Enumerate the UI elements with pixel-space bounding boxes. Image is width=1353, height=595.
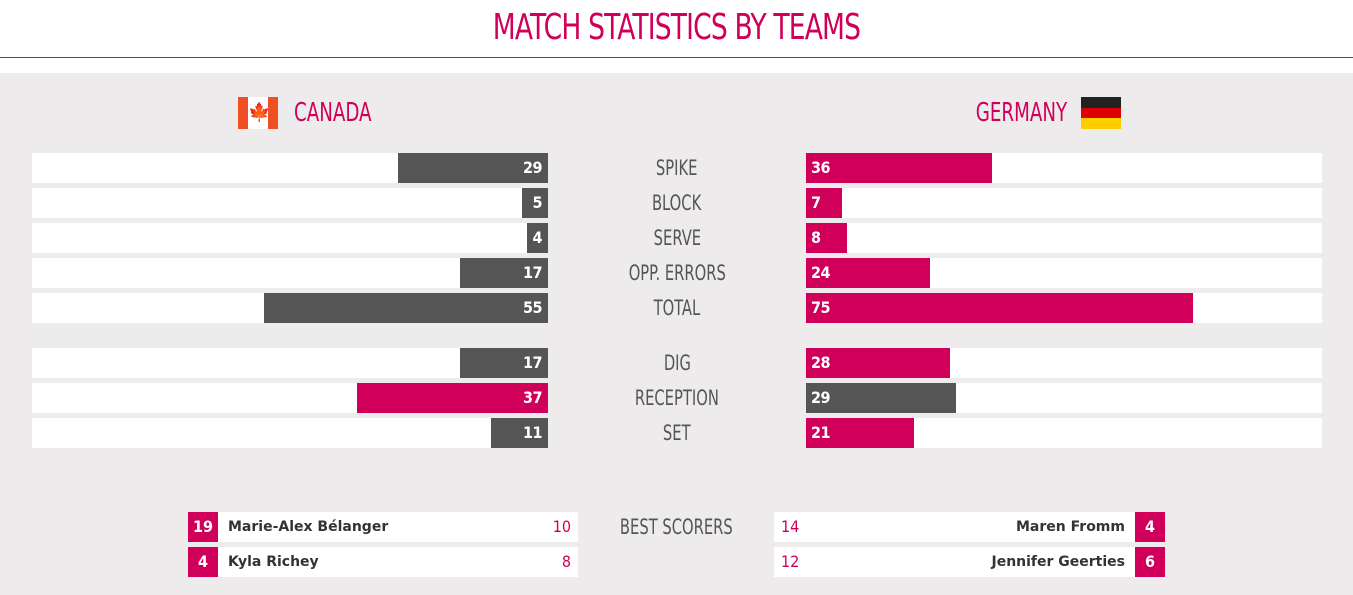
scorer-name: Marie-Alex Bélanger [228,519,389,535]
bar-right: 28 [806,348,950,378]
title-divider [0,57,1353,58]
scorer-left-2: 4 Kyla Richey 8 [188,547,578,577]
bar-value-left: 4 [532,228,542,247]
stat-row-right: 28 [806,348,1322,378]
stat-label: RECEPTION [635,386,719,410]
bar-value-right: 29 [811,388,831,407]
scorer-points: 12 [781,552,800,571]
team-left-header: 🍁 CANADA [238,96,393,130]
bar-right: 24 [806,258,930,288]
bar-value-left: 29 [522,158,543,177]
stat-label: OPP. ERRORS [628,261,726,285]
bar-left: 11 [491,418,548,448]
scorer-points: 8 [561,552,571,571]
team-right-header: GERMANY [950,96,1121,130]
stat-row-right: 21 [806,418,1322,448]
bar-value-left: 17 [522,263,543,282]
stat-row-left: 55 [32,293,548,323]
stat-row-left: 17 [32,348,548,378]
bar-left: 5 [522,188,548,218]
stat-label: SET [663,421,691,445]
bar-value-right: 28 [811,353,831,372]
best-scorers-label: BEST SCORERS [619,515,733,539]
stat-row-right: 7 [806,188,1322,218]
bar-value-right: 7 [811,193,821,212]
stat-row-right: 36 [806,153,1322,183]
page-title: MATCH STATISTICS BY TEAMS [492,7,861,48]
stat-label: DIG [663,351,691,375]
bar-left: 17 [460,258,548,288]
bar-left: 55 [264,293,548,323]
scorer-number: 19 [188,512,218,542]
bar-value-left: 55 [522,298,543,317]
bar-right: 8 [806,223,847,253]
stat-row-left: 4 [32,223,548,253]
stat-row-right: 75 [806,293,1322,323]
stat-row-right: 29 [806,383,1322,413]
stat-row-right: 8 [806,223,1322,253]
scorer-right-2: 12 Jennifer Geerties 6 [774,547,1165,577]
bar-left: 4 [527,223,548,253]
stat-label: SPIKE [656,156,698,180]
team-right-name: GERMANY [975,98,1067,128]
bar-right: 29 [806,383,956,413]
scorer-name: Maren Fromm [1016,519,1125,535]
scorer-points: 14 [781,517,800,536]
stat-row-left: 11 [32,418,548,448]
bar-value-left: 11 [522,423,543,442]
bar-value-right: 75 [811,298,831,317]
bar-right: 75 [806,293,1193,323]
bar-right: 7 [806,188,842,218]
bar-value-right: 8 [811,228,821,247]
bar-value-right: 36 [811,158,831,177]
scorer-points: 10 [552,517,571,536]
bar-value-left: 5 [532,193,542,212]
stat-row-right: 24 [806,258,1322,288]
germany-flag-icon [1081,97,1121,130]
canada-flag-icon: 🍁 [238,97,278,129]
scorer-number: 4 [188,547,218,577]
scorer-right-1: 14 Maren Fromm 4 [774,512,1165,542]
stat-label: SERVE [653,226,701,250]
stat-label: BLOCK [652,191,702,215]
stat-row-left: 17 [32,258,548,288]
bar-left: 17 [460,348,548,378]
stat-row-left: 5 [32,188,548,218]
stat-label: TOTAL [653,296,701,320]
stat-row-left: 37 [32,383,548,413]
scorer-left-1: 19 Marie-Alex Bélanger 10 [188,512,578,542]
team-left-name: CANADA [294,98,372,128]
scorer-number: 4 [1135,512,1165,542]
bar-left: 37 [357,383,548,413]
bar-value-right: 24 [811,263,831,282]
bar-value-left: 17 [522,353,543,372]
scorer-number: 6 [1135,547,1165,577]
bar-right: 36 [806,153,992,183]
bar-value-left: 37 [522,388,543,407]
scorer-name: Jennifer Geerties [991,554,1125,570]
bar-left: 29 [398,153,548,183]
bar-right: 21 [806,418,914,448]
stat-row-left: 29 [32,153,548,183]
scorer-name: Kyla Richey [228,554,319,570]
bar-value-right: 21 [811,423,831,442]
